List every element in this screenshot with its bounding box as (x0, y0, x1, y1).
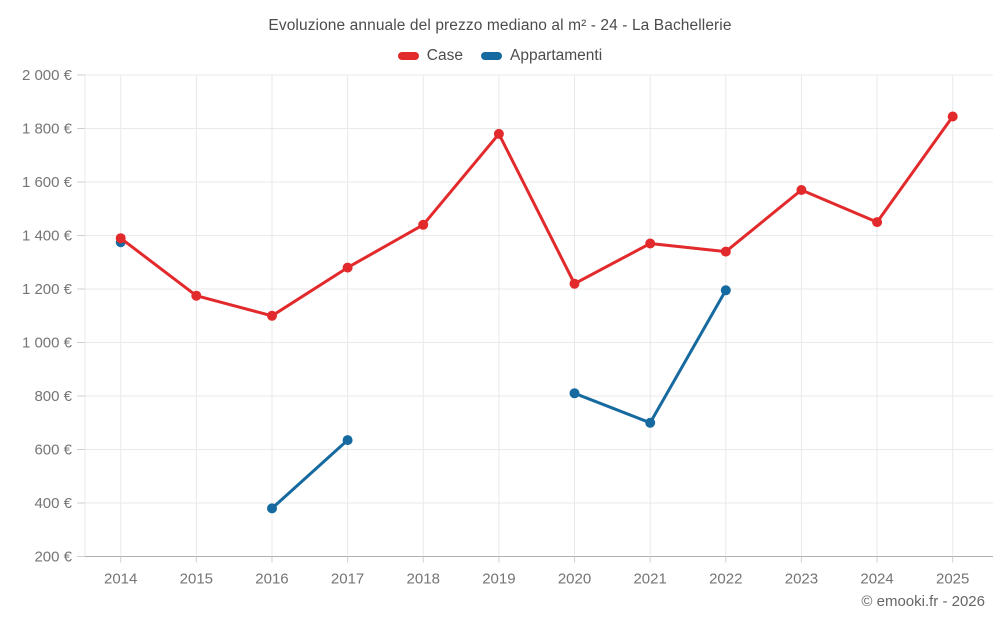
x-tick-label: 2016 (255, 571, 288, 588)
data-point-appartamenti-2022[interactable] (720, 285, 731, 296)
data-point-case-2024[interactable] (872, 217, 883, 228)
y-tick-label: 400 € (34, 495, 72, 512)
data-point-case-2015[interactable] (191, 290, 202, 301)
data-point-appartamenti-2021[interactable] (645, 417, 656, 428)
legend-label-appartamenti: Appartamenti (509, 47, 603, 64)
x-tick-label: 2019 (482, 571, 515, 588)
y-tick-label: 1 000 € (22, 335, 73, 352)
data-point-appartamenti-2017[interactable] (342, 435, 353, 446)
y-tick-label: 800 € (34, 388, 72, 405)
legend: Case Appartamenti (0, 47, 1000, 65)
x-tick-label: 2014 (104, 571, 137, 588)
data-point-case-2019[interactable] (493, 128, 504, 139)
x-tick-label: 2018 (407, 571, 440, 588)
y-tick-label: 600 € (34, 442, 72, 459)
data-point-case-2023[interactable] (796, 185, 807, 195)
x-tick-label: 2022 (709, 571, 742, 588)
x-tick-label: 2024 (860, 571, 893, 588)
y-tick-label: 200 € (34, 549, 72, 566)
data-point-case-2021[interactable] (645, 238, 656, 249)
legend-item-appartamenti[interactable]: Appartamenti (480, 47, 603, 65)
y-tick-label: 2 000 € (22, 67, 73, 84)
series-line-case (119, 115, 955, 318)
data-point-appartamenti-2020[interactable] (569, 388, 580, 399)
data-point-case-2022[interactable] (720, 246, 731, 257)
chart-title: Evoluzione annuale del prezzo mediano al… (268, 17, 732, 34)
legend-swatch-case (397, 52, 419, 60)
data-point-case-2014[interactable] (115, 233, 126, 244)
data-point-case-2017[interactable] (342, 262, 353, 273)
y-tick-label: 1 400 € (22, 228, 73, 245)
data-point-case-2016[interactable] (267, 310, 277, 321)
data-point-appartamenti-2016[interactable] (267, 503, 277, 514)
legend-swatch-appartamenti (480, 52, 502, 60)
legend-label-case: Case (426, 47, 463, 64)
x-tick-label: 2025 (936, 571, 969, 588)
y-tick-label: 1 200 € (22, 281, 73, 298)
x-tick-label: 2021 (633, 571, 666, 588)
x-tick-label: 2015 (180, 571, 213, 588)
data-point-case-2025[interactable] (947, 111, 958, 122)
x-tick-label: 2020 (558, 571, 591, 588)
data-point-case-2020[interactable] (569, 278, 580, 289)
data-point-case-2018[interactable] (418, 219, 429, 230)
y-tick-label: 1 800 € (22, 121, 73, 138)
x-tick-label: 2023 (785, 571, 818, 588)
watermark-credit: © emooki.fr - 2026 (861, 593, 985, 610)
x-tick-label: 2017 (331, 571, 364, 588)
legend-item-case[interactable]: Case (397, 47, 463, 65)
y-tick-label: 1 600 € (22, 174, 73, 191)
